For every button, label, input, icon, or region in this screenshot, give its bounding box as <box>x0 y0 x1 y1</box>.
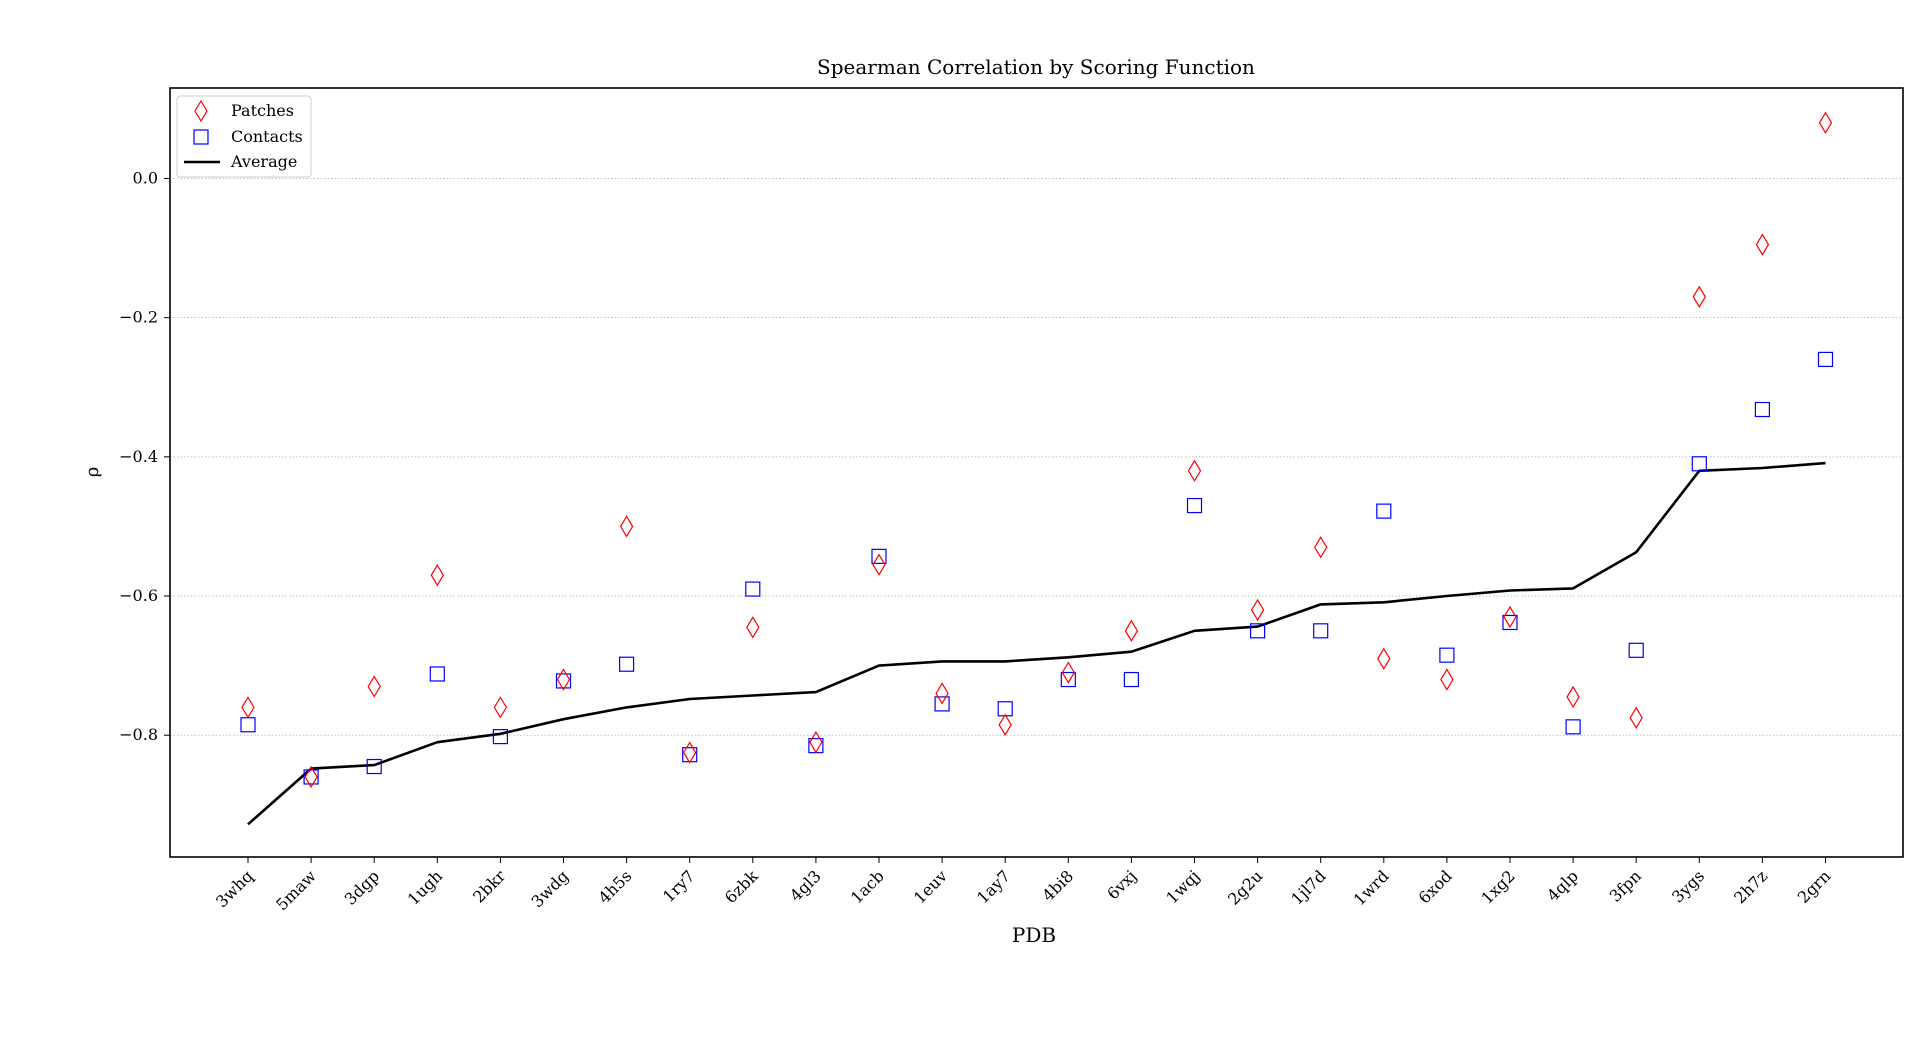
contacts-point <box>366 758 382 775</box>
patches-point <box>241 696 255 719</box>
x-tick-label: 1wqj <box>1162 866 1203 907</box>
x-tick-label: 3wdg <box>528 866 573 911</box>
legend-patches-label: Patches <box>231 101 294 120</box>
contacts-point <box>618 656 635 672</box>
y-axis-label: ρ <box>82 467 103 478</box>
markers <box>240 111 1834 789</box>
patches-point <box>1124 619 1139 642</box>
x-tick-label: 1wrd <box>1350 866 1393 909</box>
x-tick-label: 3whq <box>212 866 257 911</box>
patches-point <box>809 731 823 754</box>
contacts-point <box>429 666 445 682</box>
legend-contacts-marker <box>193 129 209 145</box>
patches-point <box>1755 233 1770 256</box>
x-tick-label: 2bkr <box>469 866 509 906</box>
contacts-point <box>1249 623 1266 639</box>
contacts-point <box>1817 351 1834 368</box>
patches-point <box>1377 647 1391 670</box>
x-tick-label: 6zbk <box>721 866 762 907</box>
contacts-point <box>555 673 572 689</box>
contacts-point <box>1628 642 1644 658</box>
x-tick-label: 2g2u <box>1224 866 1266 908</box>
y-tick-label: −0.6 <box>119 586 158 605</box>
legend-patches-marker <box>194 99 208 123</box>
x-tick-label: 3dgp <box>341 866 383 908</box>
patches-point <box>1440 668 1454 691</box>
patches-point <box>1629 706 1643 729</box>
x-tick-label: 1ry7 <box>659 866 699 906</box>
contacts-point <box>1060 671 1076 688</box>
contacts-point <box>1313 623 1329 639</box>
average-line <box>247 461 1826 826</box>
contacts-point <box>934 696 950 712</box>
x-tick-label: 6xod <box>1415 866 1456 907</box>
x-tick-label: 4gl3 <box>786 866 825 905</box>
contacts-point <box>492 729 508 745</box>
patches-point <box>619 515 634 538</box>
x-tick-label: 5maw <box>272 866 320 914</box>
patches-point <box>998 713 1012 736</box>
patches-point <box>1692 285 1706 308</box>
plot-area-frame <box>169 87 1904 858</box>
chart-title: Spearman Correlation by Scoring Function <box>817 55 1255 79</box>
patches-point <box>1314 536 1328 559</box>
x-tick-label: 4qlp <box>1543 866 1582 905</box>
contacts-point <box>1186 497 1203 514</box>
contacts-point <box>1123 671 1140 688</box>
patches-point <box>367 675 381 698</box>
legend-average-label: Average <box>230 152 297 171</box>
x-tick-label: 4h5s <box>595 866 636 907</box>
patches-point <box>1566 685 1580 709</box>
legend: Patches Contacts Average <box>176 95 312 178</box>
patches-point <box>1503 605 1517 629</box>
patches-point <box>872 553 886 576</box>
contacts-point <box>871 548 887 564</box>
y-tick-label: −0.8 <box>119 725 158 744</box>
patches-point <box>746 616 760 639</box>
patches-point <box>430 563 444 587</box>
x-tick-label: 1ugh <box>404 866 446 908</box>
y-axis-ticks: 0.0 −0.2 −0.4 −0.6 −0.8 <box>119 168 170 744</box>
contacts-point <box>1565 719 1581 735</box>
patches-point <box>1061 661 1075 684</box>
y-tick-label: −0.2 <box>119 308 158 327</box>
y-tick-label: 0.0 <box>133 168 158 187</box>
contacts-point <box>1376 503 1392 519</box>
x-tick-label: 1acb <box>847 866 888 907</box>
x-tick-label: 1ay7 <box>973 866 1014 907</box>
patches-point <box>1250 598 1265 622</box>
x-axis-label: PDB <box>1012 923 1056 947</box>
x-tick-label: 4bi8 <box>1038 866 1077 905</box>
contacts-point <box>1754 401 1771 418</box>
contacts-point <box>1691 456 1707 472</box>
x-tick-label: 2grn <box>1794 866 1835 907</box>
patches-point <box>1187 459 1202 482</box>
average-line-layer <box>247 461 1826 826</box>
contacts-point <box>240 717 256 733</box>
x-tick-label: 3fpn <box>1606 866 1645 905</box>
legend-box <box>176 95 312 178</box>
contacts-point <box>1502 614 1518 631</box>
y-tick-label: −0.4 <box>119 447 158 466</box>
x-tick-label: 1euv <box>910 866 951 907</box>
patches-point <box>493 696 508 719</box>
contacts-point <box>303 769 319 785</box>
x-tick-label: 1xg2 <box>1477 866 1518 907</box>
x-tick-label: 2h7z <box>1730 866 1771 907</box>
contacts-point <box>1439 647 1455 663</box>
patches-point <box>1818 111 1833 134</box>
x-tick-label: 6vxj <box>1103 866 1140 903</box>
x-tick-label: 1jl7d <box>1287 866 1329 908</box>
patches-point <box>683 741 697 764</box>
patches-point <box>935 682 949 705</box>
x-tick-label: 3ygs <box>1668 866 1708 906</box>
contacts-point <box>745 581 761 597</box>
patches-point <box>556 668 571 691</box>
legend-contacts-label: Contacts <box>231 127 303 146</box>
patches-point <box>304 765 318 789</box>
x-axis-ticks: 3whq 5maw 3dgp 1ugh 2bkr 3wdg 4h5s 1ry7 6zbk 4gl3… <box>212 857 1834 914</box>
